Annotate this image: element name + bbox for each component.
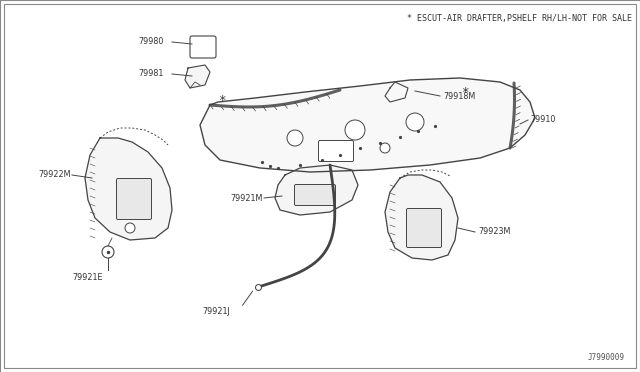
Polygon shape <box>200 78 535 172</box>
Circle shape <box>102 246 114 258</box>
Polygon shape <box>385 175 458 260</box>
Text: 79918M: 79918M <box>443 92 476 100</box>
Text: 79921E: 79921E <box>72 273 102 282</box>
Text: 79922M: 79922M <box>38 170 70 179</box>
Polygon shape <box>385 82 408 102</box>
Text: *: * <box>461 86 468 99</box>
Polygon shape <box>275 165 358 215</box>
Polygon shape <box>185 65 210 88</box>
Circle shape <box>345 120 365 140</box>
FancyBboxPatch shape <box>116 179 152 219</box>
FancyBboxPatch shape <box>190 36 216 58</box>
Text: 79980: 79980 <box>138 36 163 45</box>
Circle shape <box>335 147 345 157</box>
Circle shape <box>287 130 303 146</box>
Text: * ESCUT-AIR DRAFTER,PSHELF RH/LH-NOT FOR SALE: * ESCUT-AIR DRAFTER,PSHELF RH/LH-NOT FOR… <box>407 14 632 23</box>
FancyBboxPatch shape <box>319 141 353 161</box>
Polygon shape <box>85 138 172 240</box>
Circle shape <box>125 223 135 233</box>
Text: 79921J: 79921J <box>202 307 230 316</box>
Circle shape <box>380 143 390 153</box>
Text: J7990009: J7990009 <box>588 353 625 362</box>
Text: 79910: 79910 <box>530 115 556 124</box>
Circle shape <box>406 113 424 131</box>
FancyBboxPatch shape <box>294 185 335 205</box>
FancyBboxPatch shape <box>406 208 442 247</box>
Text: 79981: 79981 <box>138 68 163 77</box>
Text: 79923M: 79923M <box>478 227 510 235</box>
Text: *: * <box>218 93 226 106</box>
Text: 79921M: 79921M <box>230 193 262 202</box>
